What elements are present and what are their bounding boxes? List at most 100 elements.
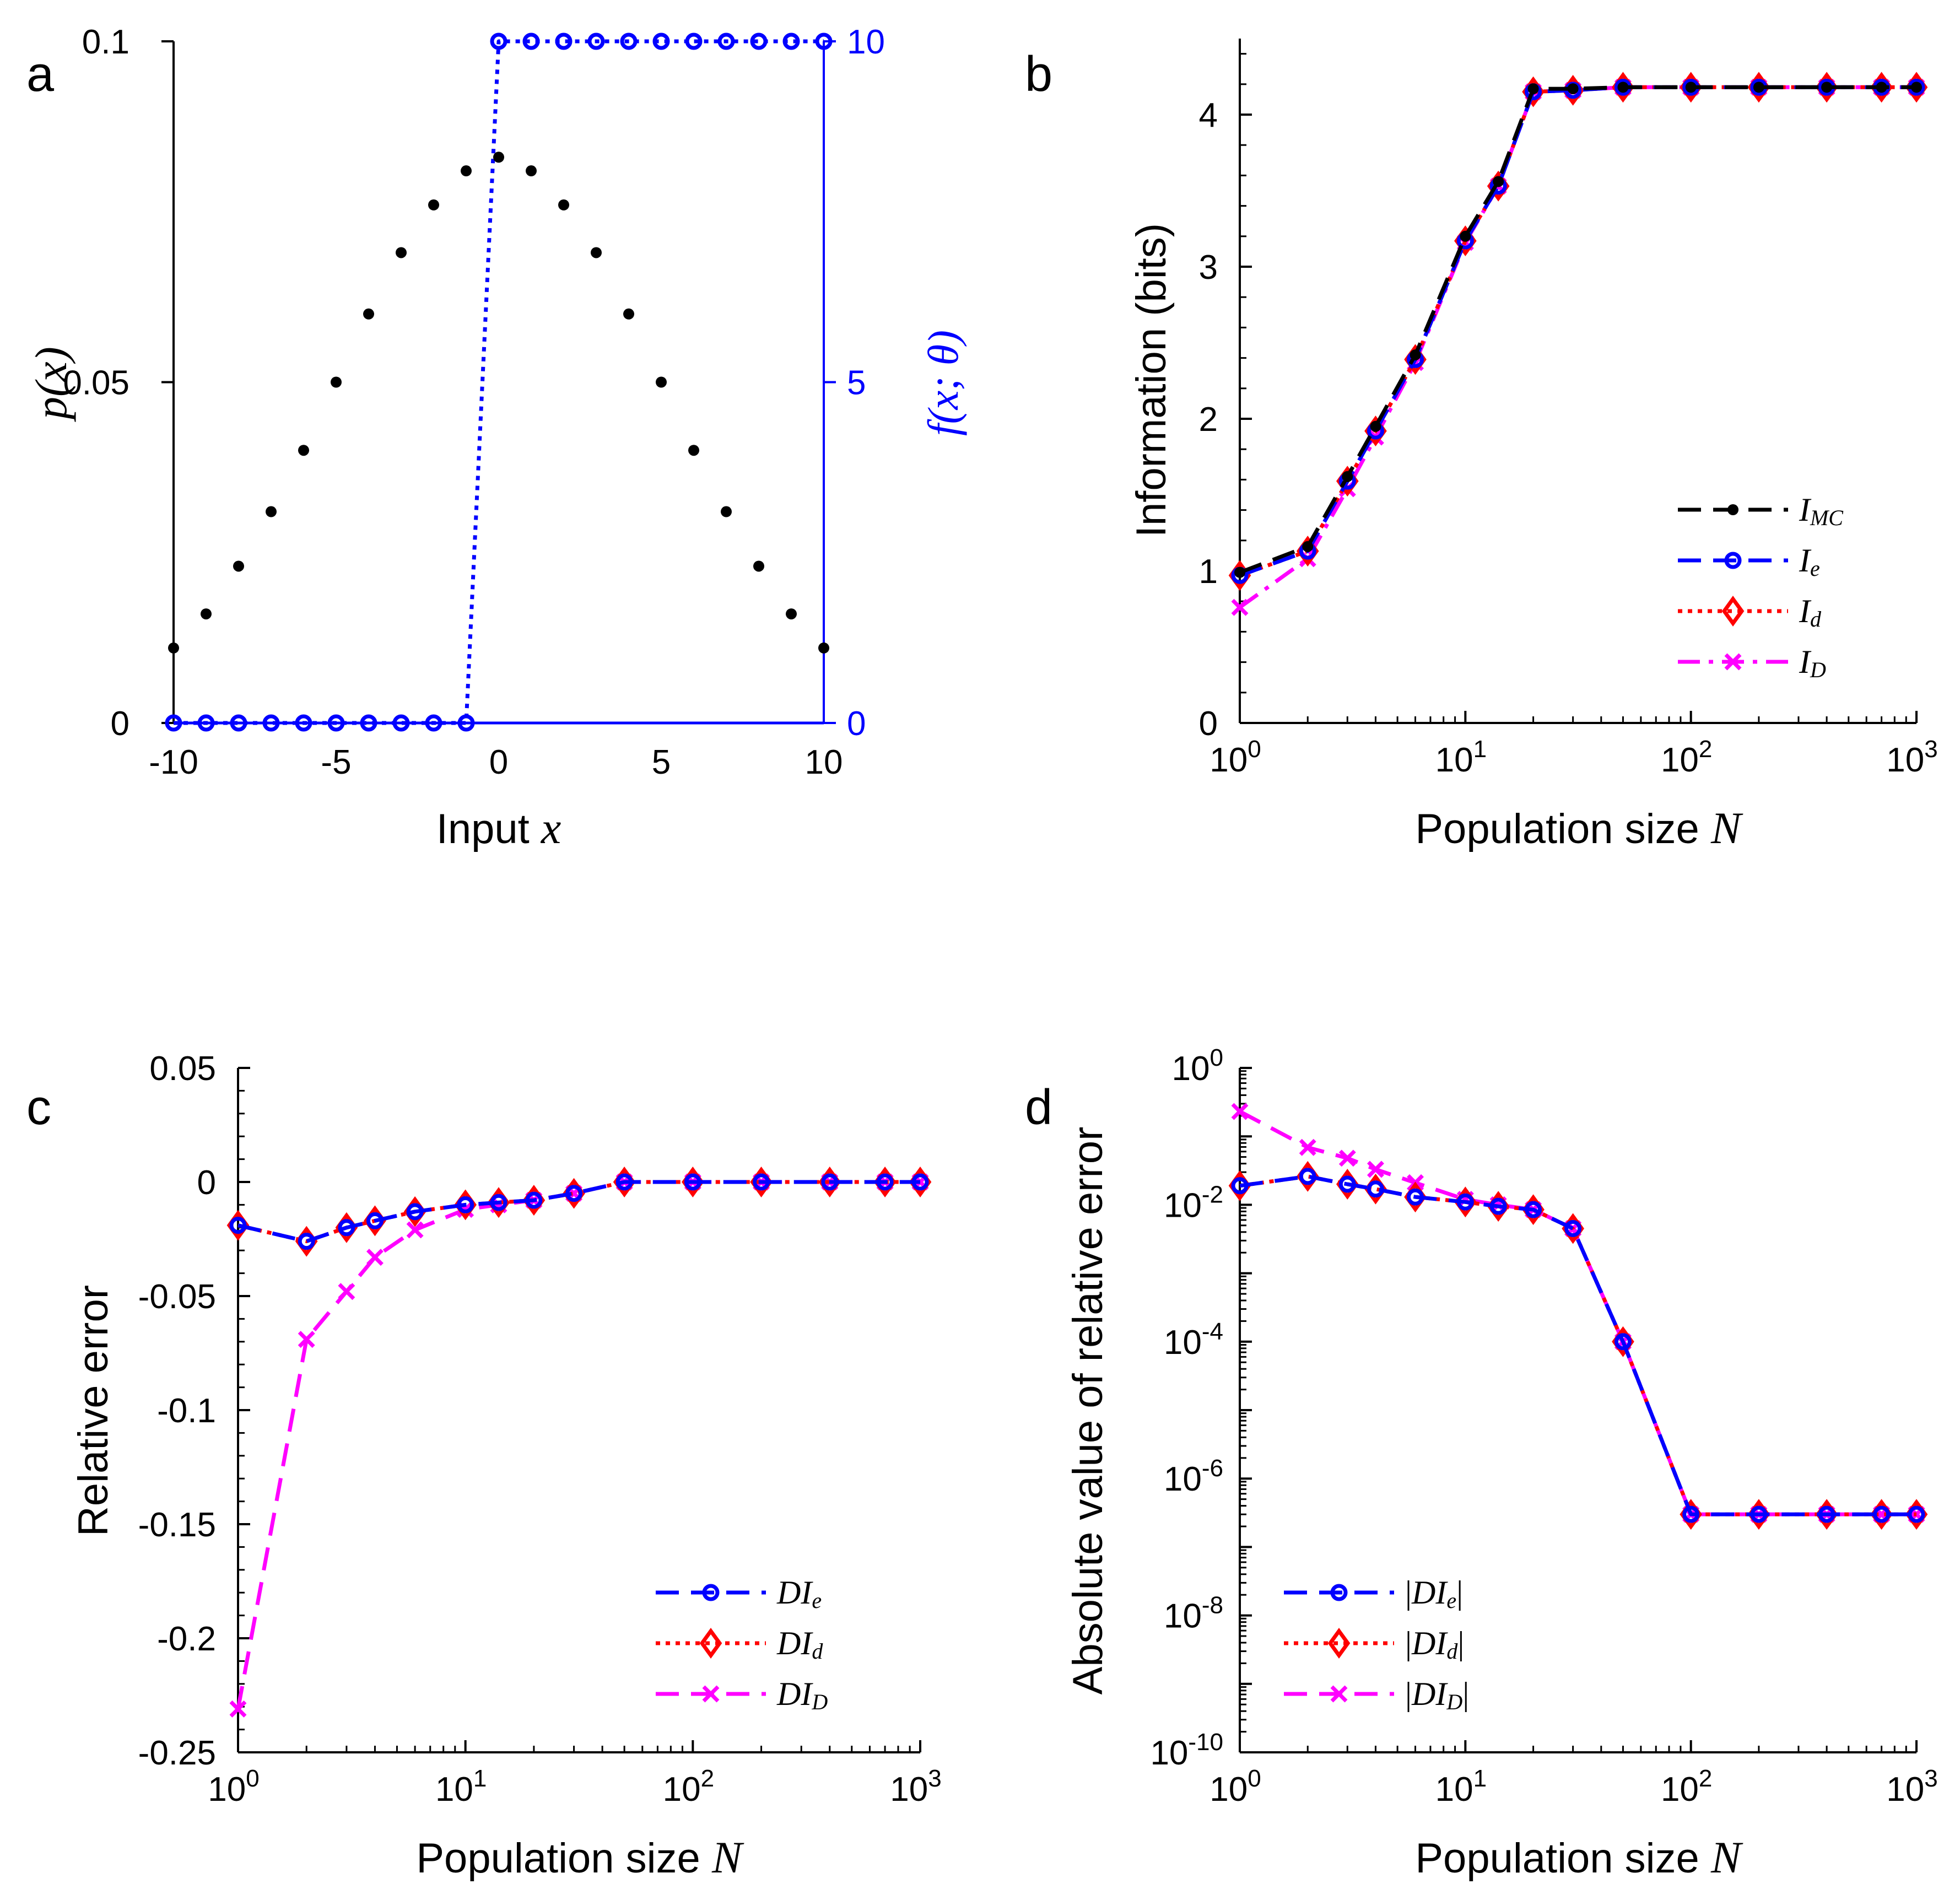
x-tick-label: 102: [663, 1765, 714, 1809]
x-tick-label: 100: [1210, 736, 1261, 779]
legend-marker: [699, 1628, 722, 1659]
y-tick-label: 10-6: [1164, 1455, 1223, 1498]
p-marker: [623, 308, 634, 320]
series-marker: [1367, 1180, 1384, 1198]
x-tick-label: 100: [1210, 1765, 1261, 1809]
legend-marker: [702, 1584, 720, 1601]
p-marker: [461, 165, 472, 177]
p-marker: [493, 152, 504, 163]
legend-label: DID: [776, 1676, 828, 1714]
legend-label: Ie: [1799, 542, 1820, 581]
series-marker: [1750, 1505, 1768, 1523]
f-marker: [165, 714, 182, 732]
legend-marker: [1721, 596, 1745, 627]
y-tick-label: 2: [1199, 401, 1218, 439]
x-tick-label: 103: [890, 1765, 941, 1809]
y-tick-label: 0.05: [149, 1050, 216, 1088]
p-marker: [168, 642, 179, 654]
y-tick-label: 100: [1172, 1044, 1223, 1088]
p-marker: [233, 560, 244, 572]
p-marker: [331, 376, 342, 388]
f-marker: [685, 33, 703, 50]
series-line: [1239, 1174, 1916, 1516]
y-tick-label: 4: [1199, 96, 1218, 134]
legend-marker: [1327, 1628, 1351, 1659]
legend-label: |DId|: [1405, 1625, 1464, 1664]
p-marker: [656, 376, 667, 388]
x-axis-title: Population size N: [416, 1832, 744, 1882]
right-y-tick-label: 5: [847, 364, 866, 402]
f-marker: [327, 714, 345, 732]
legend-item: DID: [656, 1676, 828, 1714]
series-marker: [1342, 471, 1353, 482]
p-marker: [786, 608, 797, 620]
series-marker: [1234, 566, 1245, 578]
y-axis-title: Absolute value of relative error: [1065, 1127, 1111, 1695]
series-marker: [1407, 1188, 1424, 1206]
legend-label: DIe: [776, 1574, 822, 1613]
p-marker: [753, 560, 764, 572]
f-marker: [360, 714, 377, 732]
legend-marker: [1330, 1584, 1348, 1601]
x-axis-title: Population size N: [1415, 1832, 1743, 1882]
right-y-tick-label: 10: [847, 23, 885, 61]
y-tick-label: -0.05: [138, 1278, 216, 1316]
panel-a-chart: 0 0.05 0.1 0 5 10 -10 -5 0 5 10 p(x) f(x; θ) Input x: [26, 23, 967, 853]
series-marker: [1753, 82, 1764, 93]
f-marker: [555, 33, 573, 50]
legend-item: Id: [1678, 593, 1822, 631]
legend-label: ID: [1799, 644, 1826, 682]
p-marker: [688, 445, 699, 456]
f-marker: [652, 33, 670, 50]
series-marker: [229, 1217, 247, 1234]
series-marker: [753, 1173, 770, 1191]
series-marker: [366, 1249, 384, 1266]
series-marker: [1876, 82, 1887, 93]
panel-label-b: b: [1025, 47, 1052, 102]
series-marker: [615, 1173, 633, 1191]
y-tick-label: 10-4: [1164, 1318, 1223, 1362]
series-marker: [565, 1185, 583, 1202]
series-marker: [1231, 1103, 1249, 1120]
series-marker: [1685, 82, 1697, 93]
x-axis-title: Population size N: [1415, 803, 1743, 853]
x-tick-label: 5: [652, 743, 671, 781]
y-tick-label: -0.2: [157, 1620, 216, 1658]
series-marker: [1370, 420, 1381, 432]
x-tick-label: 103: [1886, 736, 1937, 779]
legend-label: DId: [776, 1625, 823, 1664]
legend-marker: [702, 1685, 720, 1703]
y-tick-label: -0.1: [157, 1392, 216, 1430]
series-marker: [1338, 1149, 1356, 1167]
x-tick-label: 101: [1435, 736, 1487, 779]
legend-item: IMC: [1678, 492, 1844, 530]
f-marker: [262, 714, 280, 732]
series-marker: [1231, 1177, 1249, 1195]
series-marker: [1460, 230, 1471, 242]
f-marker: [620, 33, 638, 50]
x-tick-label: 0: [489, 743, 508, 781]
series-marker: [490, 1194, 507, 1211]
series-marker: [229, 1700, 247, 1718]
f-marker: [522, 33, 540, 50]
series-line: [236, 1180, 920, 1709]
p-marker: [266, 506, 277, 517]
legend-item: |DID|: [1284, 1676, 1469, 1714]
legend-marker: [1724, 653, 1742, 671]
series-marker: [1908, 1505, 1925, 1523]
legend-item: DId: [656, 1625, 823, 1664]
series-marker: [1873, 1505, 1891, 1523]
x-tick-label: 10: [805, 743, 843, 781]
legend-marker: [1724, 552, 1742, 569]
legend-item: |DId|: [1284, 1625, 1464, 1664]
series-marker: [298, 1233, 315, 1250]
x-tick-label: -10: [149, 743, 198, 781]
y-tick-label: 10-10: [1150, 1729, 1223, 1772]
legend-label: Id: [1799, 593, 1822, 631]
series-marker: [911, 1173, 929, 1191]
series-line: [237, 1180, 920, 1244]
series-marker: [406, 1221, 424, 1239]
f-marker: [717, 33, 735, 50]
series-marker: [821, 1173, 839, 1191]
